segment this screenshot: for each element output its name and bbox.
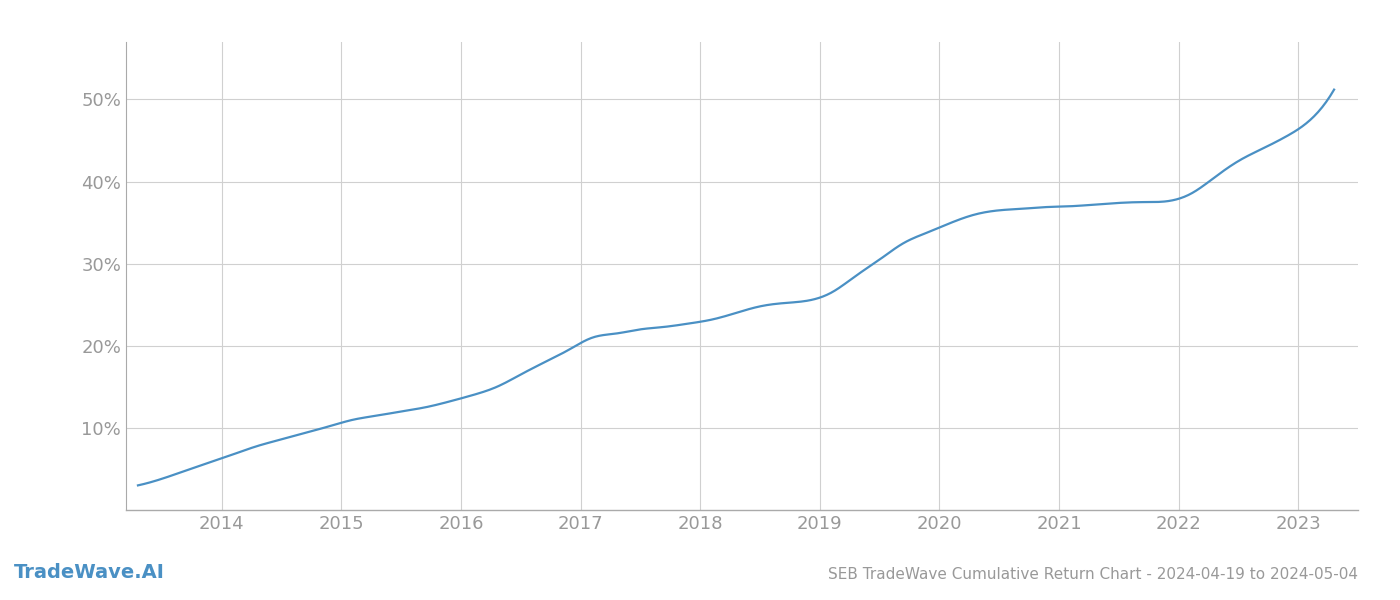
Text: TradeWave.AI: TradeWave.AI (14, 563, 165, 582)
Text: SEB TradeWave Cumulative Return Chart - 2024-04-19 to 2024-05-04: SEB TradeWave Cumulative Return Chart - … (827, 567, 1358, 582)
